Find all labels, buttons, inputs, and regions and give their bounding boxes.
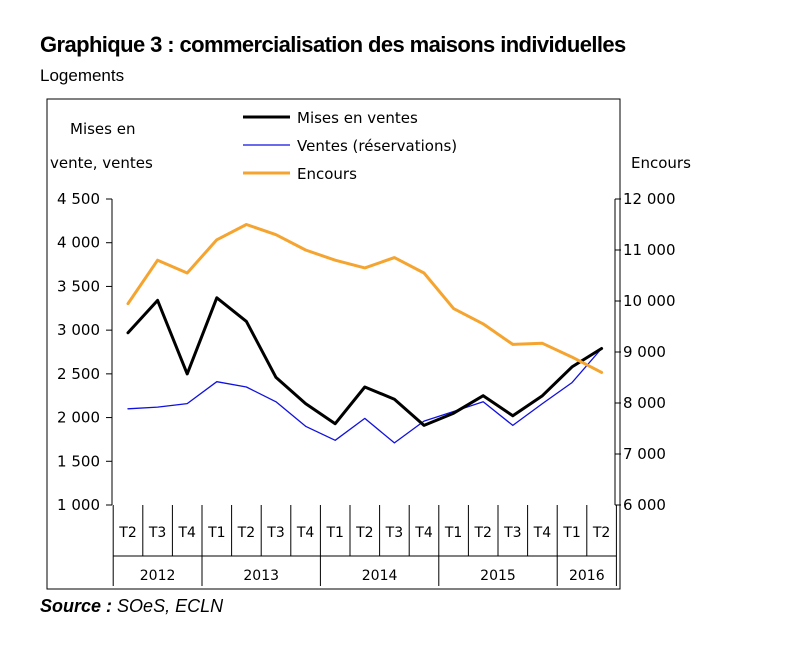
right-axis-label: Encours (631, 154, 691, 172)
year-label: 2014 (362, 568, 398, 584)
left-tick-label: 4 500 (57, 190, 100, 208)
x-tick-label: T3 (503, 525, 521, 541)
legend: Mises en ventes Ventes (réservations) Enco… (243, 109, 457, 183)
axes: 1 000 1 500 2 000 2 500 3 000 3 500 4 000 4 500… (57, 190, 676, 586)
source-text: SOeS, ECLN (117, 596, 224, 616)
plot-lines (126, 223, 604, 444)
chart-title: Graphique 3 : commercialisation des mais… (40, 32, 626, 57)
source-label: Source : (40, 596, 113, 616)
left-axis-label-line1: Mises en (70, 120, 135, 138)
right-tick-label: 9 000 (623, 343, 666, 361)
x-tick-label: T4 (533, 525, 552, 541)
x-tick-label: T4 (296, 525, 315, 541)
x-tick-label: T2 (592, 525, 610, 541)
right-tick-label: 12 000 (623, 190, 676, 208)
left-tick-label: 3 000 (57, 321, 100, 339)
year-label: 2013 (243, 568, 279, 584)
year-label: 2012 (140, 568, 176, 584)
right-tick-label: 8 000 (623, 394, 666, 412)
legend-label: Mises en ventes (297, 109, 418, 127)
right-tick-label: 11 000 (623, 241, 676, 259)
year-label: 2015 (480, 568, 516, 584)
left-tick-label: 2 000 (57, 409, 100, 427)
x-tick-label: T1 (325, 525, 343, 541)
x-tick-label: T2 (237, 525, 255, 541)
right-tick-label: 10 000 (623, 292, 676, 310)
x-tick-label: T2 (473, 525, 491, 541)
chart-frame (46, 98, 621, 590)
x-tick-label: T4 (414, 525, 433, 541)
x-tick-label: T3 (266, 525, 284, 541)
x-tick-label: T3 (148, 525, 166, 541)
left-tick-label: 1 500 (57, 452, 100, 470)
right-tick-label: 7 000 (623, 445, 666, 463)
left-tick-label: 3 500 (57, 277, 100, 295)
x-tick-label: T1 (444, 525, 462, 541)
x-tick-label: T4 (177, 525, 196, 541)
mises-en-ventes-line (126, 296, 604, 427)
left-tick-label: 1 000 (57, 496, 100, 514)
x-tick-label: T2 (355, 525, 373, 541)
chart-subtitle: Logements (40, 66, 125, 85)
x-tick-label: T1 (562, 525, 580, 541)
x-tick-label: T2 (118, 525, 136, 541)
year-label: 2016 (569, 568, 605, 584)
right-tick-label: 6 000 (623, 496, 666, 514)
legend-label: Encours (297, 165, 357, 183)
x-tick-label: T1 (207, 525, 225, 541)
encours-line (126, 223, 604, 374)
left-tick-label: 2 500 (57, 365, 100, 383)
legend-label: Ventes (réservations) (297, 137, 457, 155)
source-note: Source : SOeS, ECLN (40, 596, 223, 617)
x-tick-label: T3 (385, 525, 403, 541)
left-tick-label: 4 000 (57, 234, 100, 252)
left-axis-label-line2: vente, ventes (50, 154, 153, 172)
ventes-line (127, 347, 603, 444)
